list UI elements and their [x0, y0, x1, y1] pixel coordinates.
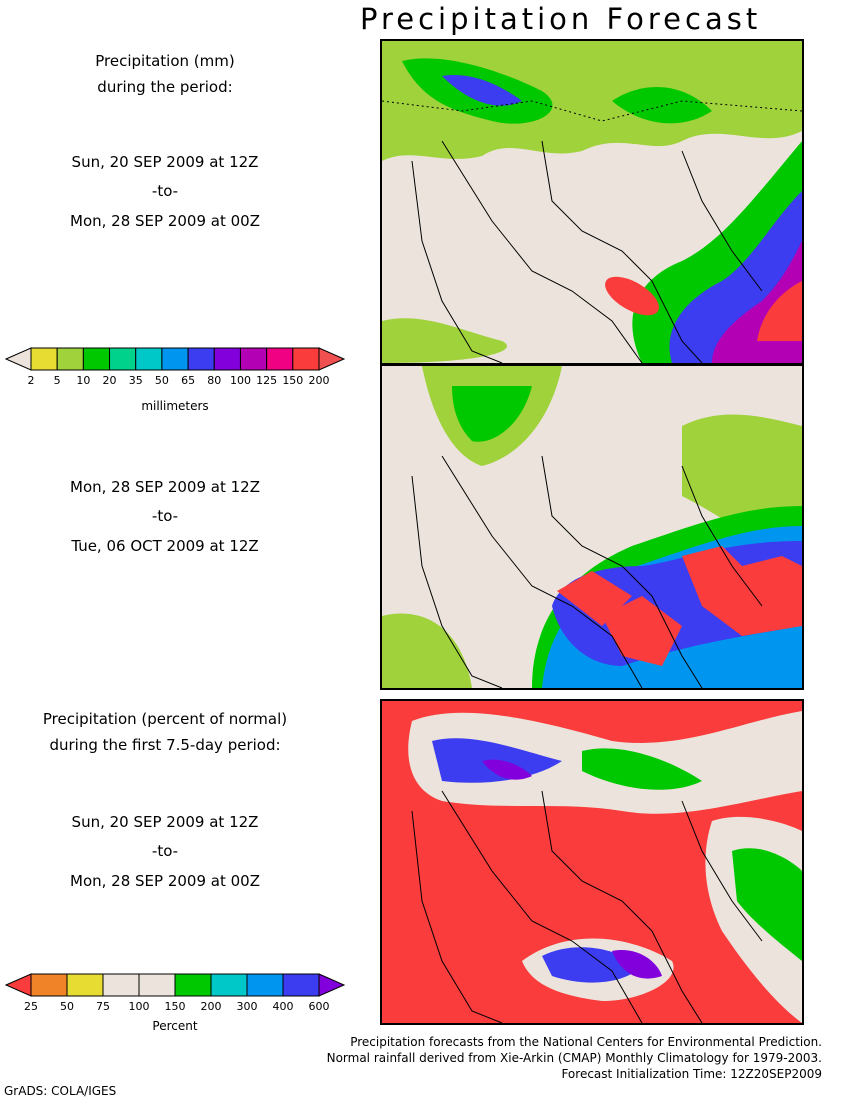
map1-coastlines	[382, 100, 802, 363]
colorbar-mm-end-high	[318, 347, 346, 371]
footer-line3: Forecast Initialization Time: 12Z20SEP20…	[561, 1067, 822, 1081]
colorbar-mm-segment	[161, 347, 189, 371]
map2-cell3	[682, 546, 802, 636]
map-precip-period1	[380, 39, 804, 365]
colorbar-pct-tick-label: 100	[129, 1000, 150, 1013]
colorbar-pct-segment	[138, 973, 176, 997]
colorbar-mm-segment	[82, 347, 111, 371]
map3-coastlines	[411, 790, 763, 1023]
map-precip-period1-svg	[382, 41, 802, 363]
panel3-end-date: Mon, 28 SEP 2009 at 00Z	[70, 872, 260, 890]
footer-credits: Precipitation forecasts from the Nationa…	[327, 1034, 822, 1082]
map2-north-rain	[452, 386, 532, 442]
panel1-heading-line2: during the period:	[97, 78, 233, 96]
map-precip-period2	[380, 364, 804, 690]
panel2-to: -to-	[151, 507, 179, 525]
colorbar-mm-tick-label: 100	[230, 374, 251, 387]
map2-cell2	[602, 596, 682, 666]
colorbar-pct-segment	[246, 973, 284, 997]
colorbar-pct-tick-label: 150	[165, 1000, 186, 1013]
colorbar-mm-segment	[292, 347, 320, 371]
colorbar-mm-tick-label: 200	[309, 374, 330, 387]
colorbar-pct-segment	[30, 973, 68, 997]
map3-north-max	[482, 759, 532, 780]
colorbar-mm-tick-label: 150	[282, 374, 303, 387]
map2-southwest-band	[382, 613, 472, 688]
colorbar-pct-end-low	[4, 973, 32, 997]
colorbar-mm-segment	[56, 347, 84, 371]
colorbar-mm-segment	[135, 347, 163, 371]
map1-north-heavy	[442, 75, 522, 106]
panel2-start-date: Mon, 28 SEP 2009 at 12Z	[70, 478, 260, 496]
panel1-heading: Precipitation (mm) during the period:	[40, 48, 290, 100]
colorbar-mm-segment	[109, 347, 137, 371]
panel2-end-date: Tue, 06 OCT 2009 at 12Z	[71, 537, 259, 555]
colorbar-mm-tick-label: 20	[103, 374, 117, 387]
map-percent-of-normal-svg	[382, 701, 802, 1023]
colorbar-pct-tick-label: 25	[24, 1000, 38, 1013]
colorbar-pct-end-high	[318, 973, 346, 997]
colorbar-mm-tick-label: 2	[28, 374, 35, 387]
panel3-heading-line1: Precipitation (percent of normal)	[42, 710, 288, 728]
colorbar-mm-tick-label: 125	[256, 374, 277, 387]
map2-coastlines	[411, 455, 763, 688]
colorbar-mm-segment	[187, 347, 215, 371]
colorbar-mm-segment	[239, 347, 268, 371]
colorbar-pct-segment	[282, 973, 320, 997]
panel1-end-date: Mon, 28 SEP 2009 at 00Z	[70, 212, 260, 230]
colorbar-pct-segment	[174, 973, 212, 997]
map1-monsoon-max	[757, 281, 802, 341]
colorbar-mm-tick-label: 35	[129, 374, 143, 387]
colorbar-pct-segment	[66, 973, 104, 997]
panel3-heading-line2: during the first 7.5-day period:	[49, 736, 281, 754]
colorbar-pct-tick-label: 50	[60, 1000, 74, 1013]
colorbar-mm-end-low	[4, 347, 32, 371]
colorbar-mm-svg: 2 5 10 20 35 50 65 80 100 125 150 200 millimeters	[4, 347, 346, 413]
colorbar-pct-tick-label: 400	[273, 1000, 294, 1013]
footer-line1: Precipitation forecasts from the Nationa…	[350, 1035, 822, 1049]
colorbar-pct-unit-label: Percent	[152, 1019, 197, 1033]
colorbar-mm-segment	[266, 347, 294, 371]
colorbar-pct-tick-label: 75	[96, 1000, 110, 1013]
panel1-to: -to-	[151, 182, 179, 200]
colorbar-pct-segment	[102, 973, 140, 997]
map1-southwest-band	[382, 318, 507, 363]
panel3-to: -to-	[151, 842, 179, 860]
map3-south-max	[612, 950, 662, 979]
colorbar-mm-tick-label: 50	[155, 374, 169, 387]
colorbar-pct-tick-label: 300	[237, 1000, 258, 1013]
colorbar-mm-tick-label: 65	[181, 374, 195, 387]
colorbar-mm-tick-label: 10	[76, 374, 90, 387]
colorbar-mm: 2 5 10 20 35 50 65 80 100 125 150 200 millimeters	[4, 346, 349, 416]
colorbar-mm-segment	[30, 347, 58, 371]
colorbar-mm-tick-label: 80	[207, 374, 221, 387]
colorbar-mm-segment	[213, 347, 241, 371]
colorbar-mm-unit-label: millimeters	[141, 399, 208, 413]
colorbar-pct-tick-label: 600	[309, 1000, 330, 1013]
colorbar-pct-segment	[210, 973, 248, 997]
map1-north-east-rain	[612, 87, 712, 124]
colorbar-percent: 25 50 75 100 150 200 300 400 600 Percent	[4, 972, 349, 1037]
colorbar-pct-tick-label: 200	[201, 1000, 222, 1013]
map1-cell-red	[605, 276, 659, 316]
page-title: Precipitation Forecast	[360, 2, 762, 36]
map3-east-above	[732, 848, 802, 961]
colorbar-mm-tick-label: 5	[54, 374, 61, 387]
panel1-start-date: Sun, 20 SEP 2009 at 12Z	[71, 153, 259, 171]
map-percent-of-normal	[380, 699, 804, 1025]
panel1-heading-line1: Precipitation (mm)	[95, 52, 235, 70]
grads-credit: GrADS: COLA/IGES	[4, 1084, 117, 1098]
map3-north-above2	[582, 748, 702, 790]
footer-line2: Normal rainfall derived from Xie-Arkin (…	[326, 1051, 822, 1065]
map-precip-period2-svg	[382, 366, 802, 688]
panel3-heading: Precipitation (percent of normal) during…	[20, 706, 310, 758]
panel3-start-date: Sun, 20 SEP 2009 at 12Z	[71, 813, 259, 831]
colorbar-percent-svg: 25 50 75 100 150 200 300 400 600 Percent	[4, 973, 346, 1033]
